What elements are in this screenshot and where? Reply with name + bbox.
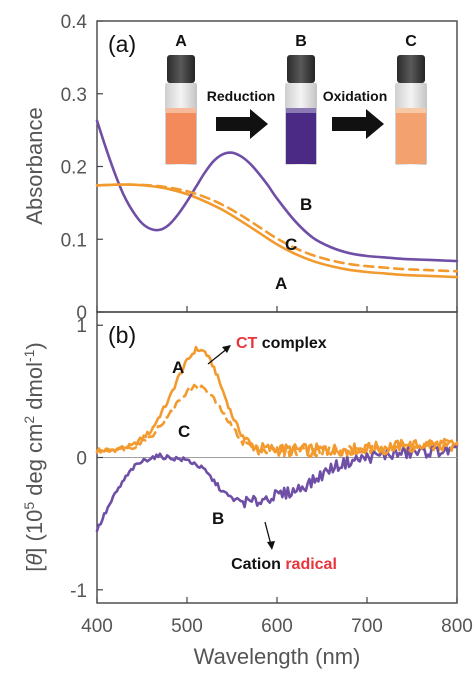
curve-label-c-a: C xyxy=(285,235,297,254)
vial-c-label: C xyxy=(405,33,417,50)
ct-complex-label: CT complex xyxy=(236,335,327,352)
y-tick-label: 0.1 xyxy=(61,230,87,251)
reduction-label: Reduction xyxy=(207,88,275,104)
series-line-b xyxy=(95,444,459,533)
series-line-c xyxy=(95,383,459,458)
x-axis-ticks: 400 500 600 700 800 xyxy=(81,306,473,637)
curve-label-b-b: B xyxy=(212,509,224,528)
y-tick-label: 0.3 xyxy=(61,85,87,106)
vial-b: B xyxy=(285,33,317,165)
cation-pointer-arrowhead xyxy=(267,541,275,550)
curve-label-a-a: A xyxy=(275,274,287,293)
vial-c-meniscus xyxy=(396,108,426,113)
vial-b-meniscus xyxy=(286,108,316,113)
panel-a-tag: (a) xyxy=(108,31,136,57)
series-line-c xyxy=(95,183,459,273)
oxidation-label: Oxidation xyxy=(323,88,388,104)
oxidation-arrow-icon xyxy=(332,109,384,139)
y-tick-label: 0.2 xyxy=(61,158,87,179)
vial-a-liquid xyxy=(166,111,196,164)
vial-c-liquid xyxy=(396,111,426,164)
cation-pointer-line xyxy=(264,521,272,546)
vial-b-liquid xyxy=(286,111,316,164)
y-tick-label: 1 xyxy=(76,316,87,337)
ct-pointer-line xyxy=(207,347,229,365)
ct-pointer-arrowhead xyxy=(222,345,231,353)
x-tick-label: 500 xyxy=(171,616,203,637)
series-line-b xyxy=(95,119,459,263)
x-tick-label: 800 xyxy=(441,616,473,637)
y-tick-label: 0 xyxy=(76,303,87,324)
vial-inset: A B C Reduction xyxy=(165,33,427,165)
x-tick-label: 600 xyxy=(261,616,293,637)
vial-a-cap xyxy=(167,55,195,83)
cation-radical-annotation: Cation radical xyxy=(231,521,337,573)
reduction-arrow-icon xyxy=(216,109,268,139)
vial-c-cap xyxy=(397,55,425,83)
curve-label-b-a: B xyxy=(300,195,312,214)
curve-label-a-b: A xyxy=(172,358,184,377)
cation-radical-label: Cation radical xyxy=(231,556,337,573)
reduction-arrow: Reduction xyxy=(207,88,275,139)
vial-a-meniscus xyxy=(166,108,196,113)
panel-a-curves xyxy=(95,119,459,279)
x-axis-label: Wavelength (nm) xyxy=(194,644,361,669)
panel-a: 0 0.1 0.2 0.3 0.4 (a) Absorbance B C A A B xyxy=(22,12,459,324)
panel-b-tag: (b) xyxy=(108,322,136,348)
vial-b-cap xyxy=(287,55,315,83)
ct-complex-annotation: CT complex xyxy=(207,335,327,365)
panel-b-curves xyxy=(95,345,459,533)
x-tick-label: 700 xyxy=(351,616,383,637)
y-tick-label: 0.4 xyxy=(61,12,88,33)
curve-label-c-b: C xyxy=(178,422,190,441)
series-line-a xyxy=(95,345,459,457)
panel-a-yticks: 0 0.1 0.2 0.3 0.4 xyxy=(61,12,103,324)
vial-a: A xyxy=(165,33,197,165)
vial-c: C xyxy=(395,33,427,165)
panel-b-ylabel: [θ] (105 deg cm2 dmol-1) xyxy=(21,342,47,572)
panel-b: -101 (b) [θ] (105 deg cm2 dmol-1) A C B … xyxy=(21,311,459,604)
vial-a-label: A xyxy=(175,33,187,50)
y-tick-label: -1 xyxy=(70,581,87,602)
oxidation-arrow: Oxidation xyxy=(323,88,388,139)
vial-b-label: B xyxy=(295,33,307,50)
panel-a-ylabel: Absorbance xyxy=(22,107,47,224)
y-tick-label: 0 xyxy=(76,449,87,470)
x-tick-label: 400 xyxy=(81,616,113,637)
panel-b-yticks: -1 0 1 xyxy=(70,316,103,602)
